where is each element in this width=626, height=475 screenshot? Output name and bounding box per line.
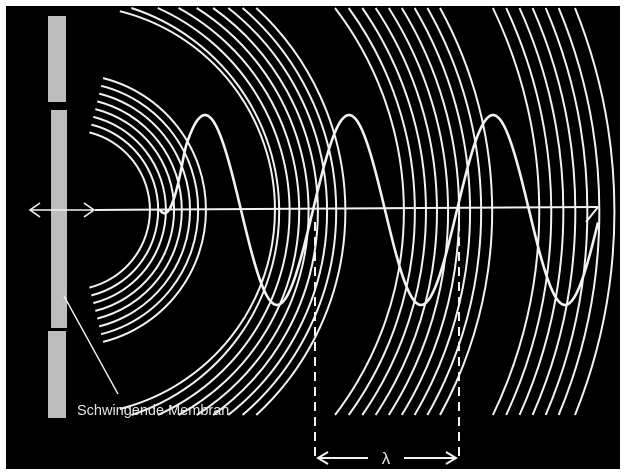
- wavefront-arc: [131, 7, 281, 416]
- diagram-background: [6, 6, 620, 469]
- membrane-label: Schwingende Membran: [77, 403, 229, 419]
- wavefront-arc: [557, 7, 601, 416]
- vibrating-membrane: [51, 110, 67, 328]
- wavefront-arc: [334, 7, 405, 416]
- wavefront-arc: [212, 7, 319, 416]
- membrane-bottom-segment: [48, 331, 66, 418]
- wavefront-arc: [426, 7, 483, 416]
- propagation-axis: [94, 206, 599, 211]
- wavefront-arc: [531, 7, 577, 416]
- wavefront-arc: [574, 7, 616, 416]
- oscillation-double-arrow-icon: [28, 202, 96, 218]
- wavefront-arc: [387, 7, 449, 416]
- wavelength-symbol: λ: [382, 449, 391, 468]
- pressure-sine-wave: [159, 113, 600, 307]
- wavefront-arc: [413, 7, 472, 416]
- wavelength-arrow-icon: [316, 451, 458, 465]
- wavefront-arc: [518, 7, 565, 416]
- wavefront-arc: [544, 7, 589, 416]
- wavefront-arc: [361, 7, 427, 416]
- wavefront-arcs: [89, 7, 616, 416]
- wavefront-arc: [400, 7, 461, 416]
- wavefront-arc: [255, 7, 347, 416]
- wavefront-arc: [241, 7, 338, 416]
- wavefront-arc: [119, 10, 276, 410]
- wavefront-arc: [157, 7, 291, 416]
- wavefront-arc: [491, 7, 541, 416]
- axis-end-tick: [585, 206, 599, 223]
- membrane-label-leader: [63, 295, 119, 395]
- wavefront-arc: [347, 7, 416, 416]
- wavefront-arc: [374, 7, 438, 416]
- wavefront-arc: [196, 7, 310, 416]
- wavefront-arc: [505, 7, 553, 416]
- wavefront-arc: [178, 7, 301, 416]
- membrane-top-segment: [48, 16, 66, 102]
- wavelength-guides: [314, 222, 460, 462]
- wavefront-arc: [227, 7, 328, 416]
- wavefront-arc: [439, 7, 494, 416]
